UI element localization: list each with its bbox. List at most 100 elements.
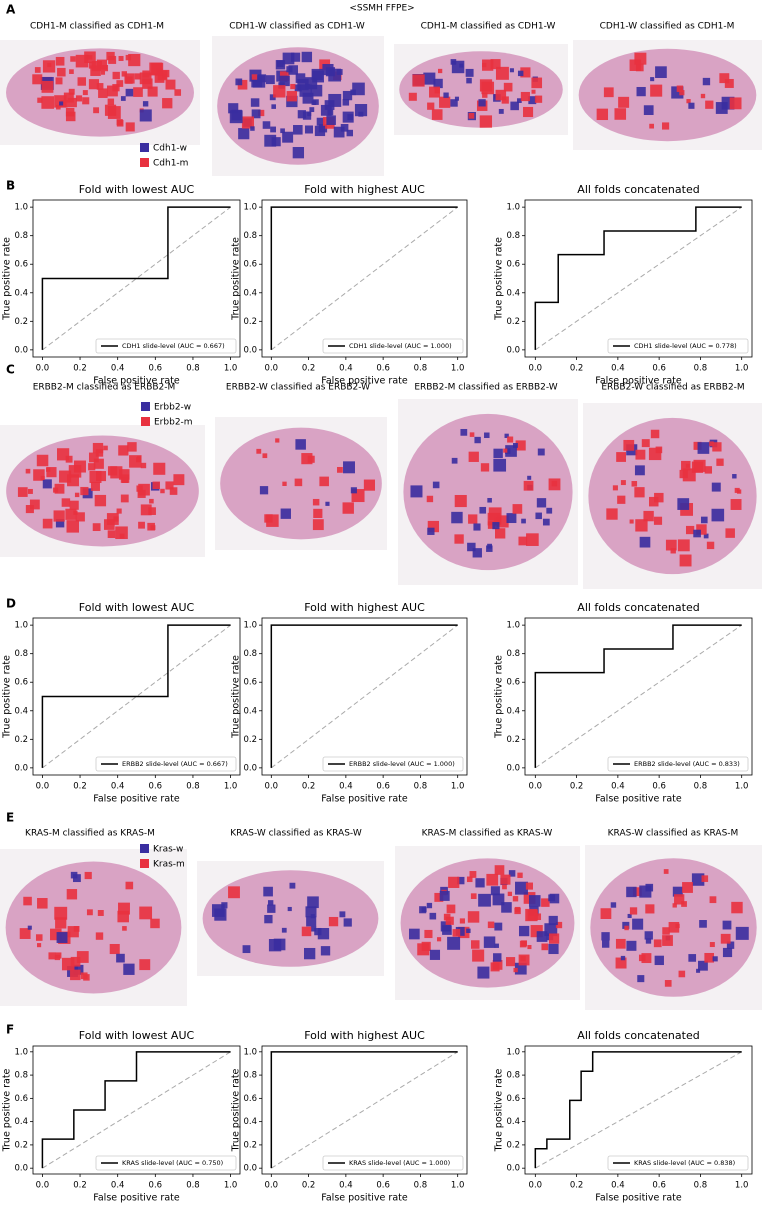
heatmap-tile	[309, 107, 315, 113]
heatmap-tile	[654, 492, 664, 503]
heatmap-tile	[693, 529, 701, 538]
heatmap-tile	[354, 104, 368, 117]
heatmap-tile	[466, 77, 472, 84]
heatmap-tile	[250, 126, 255, 131]
heatmap-tile	[346, 129, 354, 137]
slide-image	[585, 845, 762, 1010]
image-caption: CDH1-W classified as CDH1-W	[229, 22, 365, 32]
heatmap-tile	[116, 508, 122, 514]
heatmap-tile	[90, 481, 100, 491]
heatmap-tile	[688, 954, 697, 962]
heatmap-tile	[670, 548, 676, 554]
heatmap-tile	[273, 85, 286, 98]
heatmap-tile	[280, 128, 285, 134]
heatmap-tile	[110, 466, 123, 479]
heatmap-tile	[319, 476, 329, 487]
heatmap-tile	[73, 460, 86, 473]
y-tick-label: 0.4	[243, 706, 257, 716]
heatmap-tile	[503, 82, 513, 92]
y-tick-label: 0.4	[506, 288, 520, 298]
legend-swatch	[140, 844, 149, 853]
heatmap-tile	[505, 445, 517, 457]
heatmap-tile	[519, 940, 527, 948]
heatmap-tile	[676, 85, 684, 92]
heatmap-tile	[679, 90, 685, 96]
heatmap-tile	[531, 89, 536, 94]
heatmap-tile	[60, 100, 68, 108]
heatmap-tile	[487, 497, 492, 503]
heatmap-tile	[311, 68, 323, 81]
heatmap-tile	[125, 881, 134, 890]
heatmap-tile	[523, 106, 534, 118]
heatmap-tile	[436, 937, 442, 942]
heatmap-tile	[649, 496, 659, 507]
x-tick-label: 0.6	[376, 782, 390, 792]
heatmap-tile	[635, 519, 648, 532]
heatmap-tile	[306, 916, 317, 927]
heatmap-tile	[95, 449, 104, 457]
heatmap-tile	[448, 876, 460, 888]
heatmap-tile	[152, 481, 160, 490]
heatmap-tile	[125, 54, 132, 61]
x-tick-label: 0.2	[302, 1181, 316, 1191]
x-tick-label: 0.6	[149, 782, 163, 792]
x-axis-label: False positive rate	[595, 376, 682, 387]
heatmap-tile	[730, 499, 742, 510]
heatmap-tile	[451, 60, 465, 74]
tissue	[588, 417, 757, 575]
heatmap-tile	[123, 963, 135, 975]
legend-swatch	[140, 158, 149, 167]
heatmap-tile	[732, 474, 737, 479]
y-tick-label: 1.0	[506, 1047, 520, 1057]
heatmap-tile	[322, 63, 334, 76]
heatmap-tile	[107, 85, 118, 97]
y-tick-label: 0.0	[506, 345, 520, 355]
image-caption: ERBB2-M classified as ERBB2-W	[414, 383, 557, 393]
heatmap-tile	[668, 921, 680, 933]
chart-title: Fold with lowest AUC	[79, 601, 195, 614]
legend-box	[95, 338, 237, 354]
heatmap-tile	[124, 73, 135, 84]
heatmap-tile	[472, 548, 482, 558]
y-tick-label: 0.0	[14, 345, 28, 355]
y-tick-label: 1.0	[243, 621, 257, 631]
heatmap-tile	[35, 934, 43, 941]
heatmap-tile	[107, 530, 116, 539]
heatmap-tile	[546, 507, 553, 514]
image-caption: CDH1-M classified as CDH1-W	[421, 22, 556, 32]
x-tick-label: 0.2	[570, 782, 584, 792]
image-caption: KRAS-W classified as KRAS-M	[608, 829, 739, 839]
heatmap-tile	[711, 508, 725, 522]
heatmap-tile	[82, 97, 90, 105]
legend-box	[607, 756, 749, 772]
heatmap-tile	[282, 481, 287, 486]
heatmap-tile	[66, 520, 80, 533]
y-tick-label: 0.6	[506, 1094, 520, 1104]
roc-curve	[270, 624, 458, 768]
heatmap-tile	[295, 73, 306, 83]
heatmap-tile	[643, 510, 654, 522]
heatmap-tile	[337, 466, 343, 473]
heatmap-tile	[256, 448, 262, 454]
heatmap-tile	[506, 513, 517, 524]
heatmap-tile	[493, 458, 507, 472]
heatmap-tile	[478, 99, 486, 107]
heatmap-tile	[500, 874, 511, 885]
heatmap-tile	[664, 980, 672, 987]
x-tick-label: 0.0	[529, 782, 543, 792]
heatmap-tile	[615, 938, 626, 949]
heatmap-tile	[258, 74, 267, 83]
heatmap-tile	[88, 463, 96, 471]
heatmap-tile	[69, 500, 79, 510]
heatmap-tile	[286, 95, 298, 108]
heatmap-tile	[290, 83, 296, 90]
image-caption: KRAS-W classified as KRAS-W	[230, 829, 362, 839]
heatmap-tile	[632, 918, 644, 930]
legend-label: CDH1 slide-level (AUC = 0.778)	[634, 342, 737, 350]
heatmap-tile	[61, 498, 71, 507]
heatmap-tile	[128, 53, 141, 67]
heatmap-tile	[468, 451, 479, 462]
heatmap-tile	[54, 954, 61, 961]
x-tick-label: 0.8	[414, 782, 428, 792]
y-tick-label: 0.8	[243, 1071, 257, 1081]
